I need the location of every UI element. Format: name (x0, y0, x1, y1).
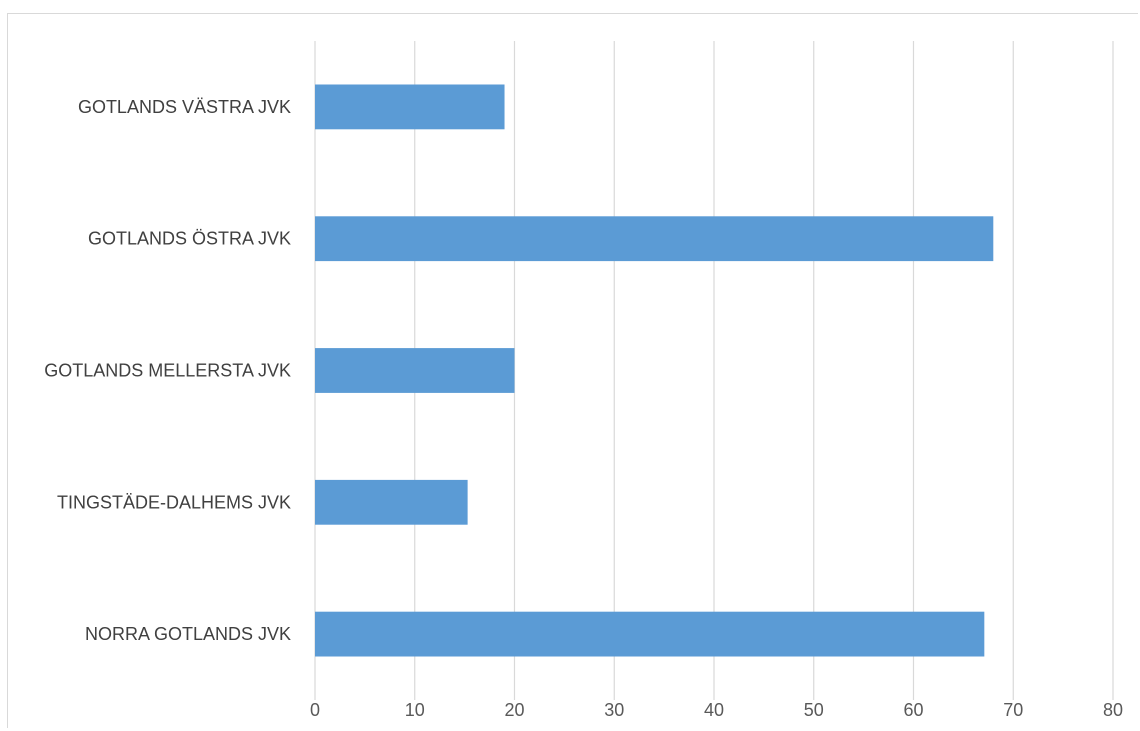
x-tick-label: 10 (405, 700, 425, 720)
bar (315, 479, 468, 525)
bar (315, 611, 985, 657)
x-tick-label: 30 (604, 700, 624, 720)
x-tick-label: 0 (310, 700, 320, 720)
x-tick-label: 70 (1003, 700, 1023, 720)
x-tick-label: 20 (504, 700, 524, 720)
x-tick-label: 80 (1103, 700, 1123, 720)
category-label: TINGSTÄDE-DALHEMS JVK (57, 492, 291, 512)
chart-frame (7, 13, 1138, 728)
category-label: NORRA GOTLANDS JVK (85, 624, 291, 644)
x-tick-label: 60 (903, 700, 923, 720)
category-label: GOTLANDS VÄSTRA JVK (78, 97, 291, 117)
bar (315, 216, 994, 262)
bar (315, 84, 505, 130)
x-tick-label: 50 (804, 700, 824, 720)
x-tick-label: 40 (704, 700, 724, 720)
category-label: GOTLANDS MELLERSTA JVK (44, 361, 291, 381)
bar (315, 348, 515, 393)
category-label: GOTLANDS ÖSTRA JVK (88, 229, 291, 249)
